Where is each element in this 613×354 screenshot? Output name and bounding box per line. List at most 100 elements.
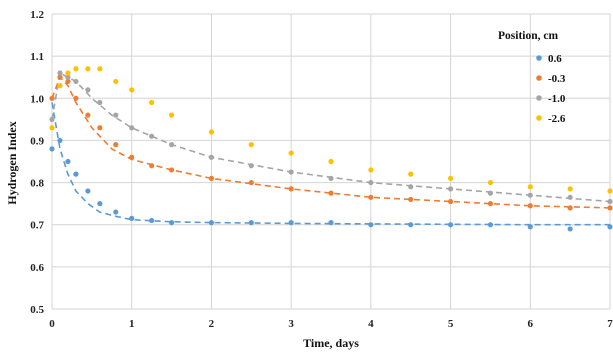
data-point	[447, 198, 454, 205]
data-point	[49, 146, 55, 152]
data-point	[168, 142, 175, 148]
data-point	[97, 99, 103, 106]
x-tick-label: 5	[448, 318, 454, 330]
data-point	[73, 78, 79, 85]
data-point	[208, 175, 215, 181]
data-point	[567, 194, 573, 200]
data-point	[129, 87, 135, 93]
trend-lines	[51, 71, 611, 226]
x-tick-label: 1	[129, 318, 135, 330]
x-axis-title: Time, days	[303, 336, 359, 350]
data-point	[248, 179, 254, 186]
data-point	[65, 74, 71, 80]
y-tick-label: 0.9	[30, 135, 44, 147]
y-axis-title: Hydrogen Index	[5, 121, 19, 204]
data-point	[73, 171, 79, 177]
data-point	[49, 116, 55, 122]
x-tick-label: 2	[209, 318, 215, 330]
data-point	[408, 171, 414, 177]
data-point	[328, 190, 334, 196]
y-tick-label: 1.2	[30, 9, 44, 21]
data-point	[113, 112, 119, 118]
data-point	[149, 163, 155, 169]
legend-marker	[536, 115, 542, 121]
x-tick-label: 0	[49, 318, 55, 330]
data-point	[113, 78, 119, 85]
data-point	[208, 154, 215, 160]
data-point	[168, 220, 175, 226]
data-point	[248, 220, 254, 226]
legend-marker	[536, 75, 542, 81]
data-point	[85, 66, 91, 72]
data-point	[208, 129, 215, 135]
data-point	[129, 154, 135, 160]
trend-line-2	[51, 71, 611, 203]
data-point	[129, 215, 135, 221]
y-tick-label: 0.6	[30, 262, 44, 274]
data-point	[248, 142, 254, 148]
data-point	[288, 150, 294, 156]
data-point	[73, 66, 79, 72]
legend-label: 0.6	[548, 53, 562, 65]
data-point	[49, 95, 55, 101]
legend-marker	[536, 55, 542, 61]
data-point	[487, 201, 494, 207]
data-point	[113, 209, 119, 215]
data-point	[65, 78, 71, 85]
data-point	[65, 158, 71, 165]
data-point	[408, 184, 414, 190]
data-point	[113, 142, 119, 148]
data-point	[487, 222, 494, 228]
data-point	[527, 203, 533, 209]
data-point	[567, 205, 573, 211]
trend-line-1	[51, 75, 611, 209]
data-point	[85, 188, 91, 194]
data-point	[368, 194, 374, 200]
data-point	[149, 217, 155, 224]
data-point	[607, 205, 613, 211]
legend-label: -2.6	[548, 113, 566, 125]
data-point	[447, 222, 454, 228]
y-tick-label: 0.8	[30, 178, 44, 190]
data-point	[129, 125, 135, 131]
data-point	[368, 167, 374, 173]
data-point	[97, 201, 103, 207]
data-point	[73, 95, 79, 101]
data-point	[288, 169, 294, 175]
y-tick-label: 0.5	[30, 304, 44, 316]
data-point	[168, 167, 175, 173]
data-point	[487, 190, 494, 196]
data-point	[85, 87, 91, 93]
legend-label: -0.3	[548, 73, 566, 85]
data-point	[149, 133, 155, 139]
data-point	[57, 137, 63, 144]
x-tick-label: 3	[288, 318, 294, 330]
data-point	[328, 158, 334, 165]
y-tick-label: 0.7	[30, 220, 44, 232]
x-tick-label: 4	[368, 318, 374, 330]
x-tick-label: 7	[607, 318, 613, 330]
tick-labels: 0.5 0.6 0.7 0.8 0.9 1.0 1.1 1.2 0 1 2 3 4 5 6 7	[30, 9, 613, 330]
data-point	[447, 175, 454, 181]
data-point	[408, 196, 414, 203]
data-point	[607, 188, 613, 194]
data-point	[567, 226, 573, 232]
data-point	[49, 125, 55, 131]
data-point	[149, 99, 155, 106]
data-point	[288, 186, 294, 192]
plot-grid	[51, 13, 611, 310]
data-point	[328, 220, 334, 226]
data-point	[607, 198, 613, 205]
data-point	[527, 184, 533, 190]
data-point	[97, 66, 103, 72]
data-point	[567, 186, 573, 192]
data-points	[49, 66, 613, 232]
legend-label: -1.0	[548, 93, 566, 105]
data-point	[57, 74, 63, 80]
data-point	[447, 186, 454, 192]
data-point	[487, 179, 494, 186]
legend: Position, cm 0.6 -0.3 -1.0 -2.6	[498, 30, 566, 125]
data-point	[527, 224, 533, 230]
data-point	[208, 220, 215, 226]
